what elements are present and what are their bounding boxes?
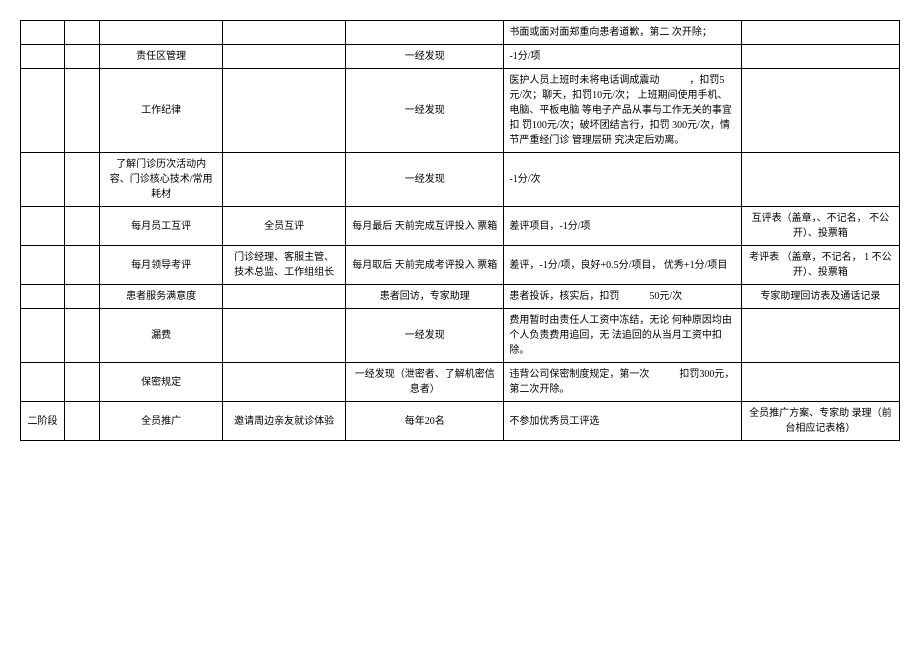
table-cell [64,207,99,246]
table-cell: 一经发现 [346,69,504,153]
table-cell: 患者回访，专家助理 [346,285,504,309]
table-cell [223,69,346,153]
table-cell: 每月取后 天前完成考评投入 票箱 [346,246,504,285]
table-cell: 每月领导考评 [100,246,223,285]
table-row: 患者服务满意度 患者回访，专家助理患者投诉，核实后，扣罚 50元/次专家助理回访表… [21,285,900,309]
table-cell [223,285,346,309]
table-cell: 工作纪律 [100,69,223,153]
table-cell [64,309,99,363]
table-cell: 一经发现（泄密者、了解机密信 息者） [346,363,504,402]
table-row: 了解门诊历次活动内 容、门诊核心技术/常用 耗材 一经发现-1分/次 [21,153,900,207]
table-cell [223,153,346,207]
table-cell: -1分/次 [504,153,741,207]
table-cell [21,309,65,363]
table-cell: 一经发现 [346,309,504,363]
table-cell [64,402,99,441]
table-cell: 了解门诊历次活动内 容、门诊核心技术/常用 耗材 [100,153,223,207]
table-cell: 门诊经理、客服主管、 技术总监、工作组组长 [223,246,346,285]
table-cell [64,285,99,309]
table-cell [64,69,99,153]
table-cell [21,363,65,402]
table-cell [21,21,65,45]
table-cell: 不参加优秀员工评选 [504,402,741,441]
table-cell [64,153,99,207]
table-cell: 专家助理回访表及通话记录 [741,285,899,309]
table-cell [223,21,346,45]
table-row: 保密规定 一经发现（泄密者、了解机密信 息者）违背公司保密制度规定，第一次 扣罚3… [21,363,900,402]
table-cell [21,207,65,246]
table-cell [64,21,99,45]
table-cell: 每月最后 天前完成互评投入 票箱 [346,207,504,246]
table-row: 责任区管理 一经发现-1分/项 [21,45,900,69]
table-cell [223,363,346,402]
table-cell: 责任区管理 [100,45,223,69]
table-row: 每月员工互评全员互评每月最后 天前完成互评投入 票箱差评项目，-1分/项互评表（… [21,207,900,246]
table-cell: 差评项目，-1分/项 [504,207,741,246]
table-cell: 考评表 （盖章，不记名， 1 不公 开）、投票箱 [741,246,899,285]
table-cell: 患者投诉，核实后，扣罚 50元/次 [504,285,741,309]
table-cell [21,45,65,69]
table-cell [223,45,346,69]
table-cell [64,363,99,402]
table-cell [64,45,99,69]
table-cell [64,246,99,285]
table-cell: 漏费 [100,309,223,363]
table-cell [741,21,899,45]
table-cell [100,21,223,45]
table-cell: 书面或面对面郑重向患者道歉，第二 次开除； [504,21,741,45]
table-cell [741,45,899,69]
table-row: 书面或面对面郑重向患者道歉，第二 次开除； [21,21,900,45]
table-row: 工作纪律 一经发现医护人员上班时未将电话调成震动 ，扣罚5元/次；聊天，扣罚10元… [21,69,900,153]
table-cell [21,153,65,207]
table-cell: 二阶段 [21,402,65,441]
table-cell [21,69,65,153]
table-cell [741,363,899,402]
table-cell: 全员推广方案、专家助 录理（前台相应记表格） [741,402,899,441]
table-cell: 一经发现 [346,45,504,69]
table-cell: -1分/项 [504,45,741,69]
table-cell: 互评表（盖章，、不记名， 不公开）、投票箱 [741,207,899,246]
table-cell [346,21,504,45]
table-cell: 全员互评 [223,207,346,246]
table-cell: 违背公司保密制度规定，第一次 扣罚300元，第二次开除。 [504,363,741,402]
table-cell [21,246,65,285]
table-cell: 全员推广 [100,402,223,441]
performance-table: 书面或面对面郑重向患者道歉，第二 次开除；责任区管理一经发现-1分/项工作纪律一… [20,20,900,441]
table-cell [741,69,899,153]
table-cell: 邀请周边亲友就诊体验 [223,402,346,441]
table-cell: 费用暂时由责任人工资中冻结，无论 何种原因均由个人负责费用追回，无 法追回的从当… [504,309,741,363]
table-cell [21,285,65,309]
table-cell [741,153,899,207]
table-row: 二阶段全员推广邀请周边亲友就诊体验每年20名不参加优秀员工评选全员推广方案、专家… [21,402,900,441]
table-row: 每月领导考评门诊经理、客服主管、 技术总监、工作组组长每月取后 天前完成考评投入… [21,246,900,285]
table-cell: 差评，-1分/项，良好+0.5分/项目， 优秀+1分/项目 [504,246,741,285]
table-cell: 患者服务满意度 [100,285,223,309]
table-cell [741,309,899,363]
table-cell: 一经发现 [346,153,504,207]
table-cell: 医护人员上班时未将电话调成震动 ，扣罚5元/次；聊天，扣罚10元/次； 上班期间… [504,69,741,153]
table-cell: 每月员工互评 [100,207,223,246]
table-cell: 每年20名 [346,402,504,441]
table-row: 漏费 一经发现费用暂时由责任人工资中冻结，无论 何种原因均由个人负责费用追回，无 … [21,309,900,363]
table-cell [223,309,346,363]
table-cell: 保密规定 [100,363,223,402]
